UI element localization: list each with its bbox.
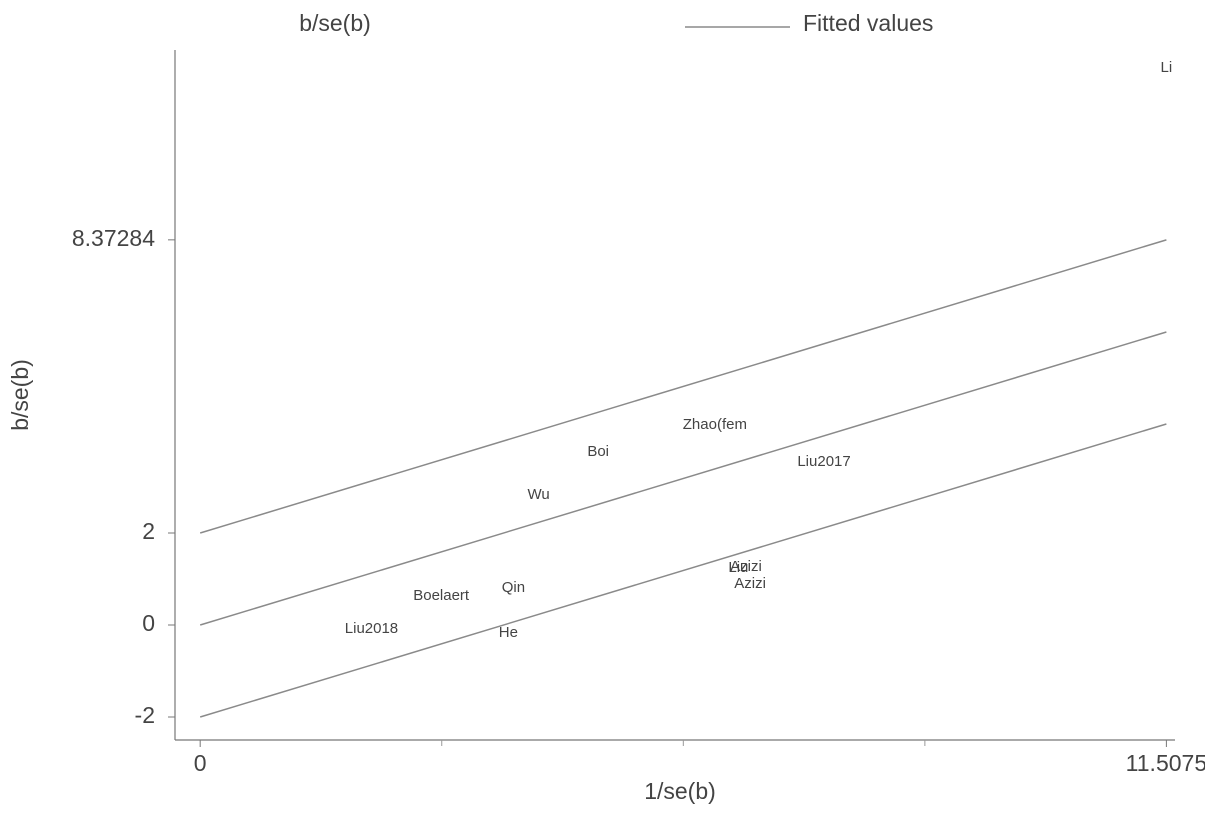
point-label: Azizi [730, 558, 762, 575]
point-label: Li [1161, 59, 1173, 76]
y-tick-label: -2 [135, 702, 155, 728]
point-label: Liu2018 [345, 620, 398, 637]
point-label: Zhao(fem [683, 416, 747, 433]
point-label: Boi [587, 443, 609, 460]
legend-label: b/se(b) [299, 10, 371, 36]
x-tick-label: 0 [194, 750, 207, 776]
y-tick-label: 8.37284 [72, 225, 155, 251]
point-label: Qin [502, 579, 525, 596]
y-axis-label: b/se(b) [7, 359, 33, 431]
point-label: Azizi [734, 575, 766, 592]
point-label: Liu2017 [797, 453, 850, 470]
y-tick-label: 0 [142, 610, 155, 636]
fitted-line [199, 331, 1167, 626]
point-label: Wu [527, 486, 549, 503]
point-label: Boelaert [413, 587, 470, 604]
legend-label: Fitted values [803, 10, 933, 36]
point-label: Liu [728, 559, 748, 576]
x-tick-label: 11.5075 [1126, 750, 1205, 776]
band-line [199, 423, 1167, 718]
x-axis-label: 1/se(b) [644, 778, 716, 804]
band-line [199, 239, 1167, 534]
y-tick-label: 2 [142, 518, 155, 544]
point-label: He [499, 624, 518, 641]
